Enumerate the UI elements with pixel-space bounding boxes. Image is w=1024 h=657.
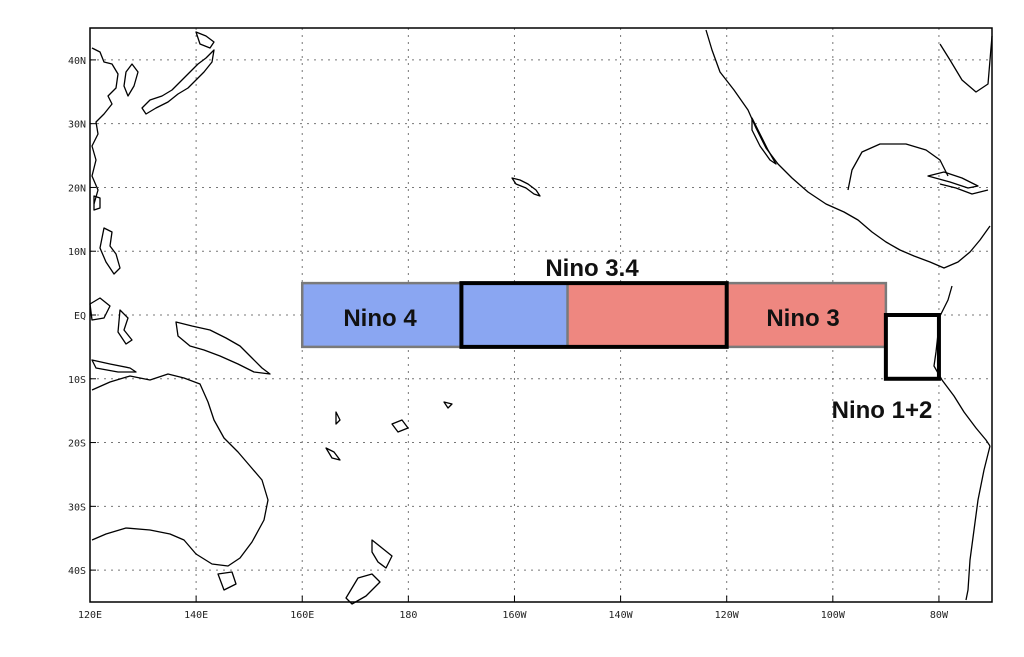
- lon-tick-label: 140E: [184, 610, 208, 621]
- lat-tick-label: 40N: [68, 56, 86, 67]
- sulawesi-coast: [117, 309, 133, 345]
- lon-tick-label: 160W: [502, 610, 527, 621]
- hawaii-coast: [511, 177, 541, 197]
- samoa-coast: [443, 401, 453, 409]
- lon-tick-label: 120E: [78, 610, 102, 621]
- lon-tick-label: 160E: [290, 610, 314, 621]
- lat-tick-label: 20S: [68, 439, 86, 450]
- lon-tick-label: 120W: [715, 610, 740, 621]
- borneo-coast: [89, 297, 111, 321]
- philippines-coast: [99, 227, 121, 275]
- lat-tick-label: EQ: [74, 311, 86, 322]
- lat-tick-label: 40S: [68, 566, 86, 577]
- latitude-tick-labels: 40N 30N 20N 10N EQ 10S 20S 30S 40S: [68, 56, 86, 577]
- us-east-coast: [939, 35, 993, 93]
- nz-south-island-coast: [345, 573, 381, 605]
- new-caledonia-coast: [325, 447, 341, 461]
- nino4-label: Nino 4: [343, 305, 417, 332]
- nino12-label: Nino 1+2: [832, 397, 933, 424]
- nino3-label: Nino 3: [766, 305, 839, 332]
- tasmania-coast: [217, 571, 237, 591]
- map-frame: [89, 27, 993, 603]
- lon-tick-label: 180: [399, 610, 417, 621]
- coastlines: [89, 29, 993, 605]
- lon-tick-label: 100W: [821, 610, 846, 621]
- sakhalin-coast: [195, 31, 215, 49]
- lat-tick-label: 30N: [68, 120, 86, 131]
- nino34-label: Nino 3.4: [545, 255, 639, 282]
- lon-tick-label: 140W: [609, 610, 634, 621]
- fiji-coast: [391, 419, 409, 433]
- baja-coast: [751, 117, 777, 165]
- java-coast: [91, 359, 137, 373]
- lat-tick-label: 10S: [68, 375, 86, 386]
- longitude-tick-labels: 120E 140E 160E 180 160W 140W 120W 100W 80W: [78, 610, 949, 621]
- lon-tick-label: 80W: [930, 610, 949, 621]
- vanuatu-coast: [335, 411, 341, 425]
- korea-coast: [123, 63, 139, 97]
- new-guinea-coast: [175, 321, 271, 375]
- nino34-region-box: [459, 281, 729, 349]
- taiwan-coast: [93, 195, 101, 211]
- lat-tick-label: 30S: [68, 502, 86, 513]
- nz-north-island-coast: [371, 539, 393, 569]
- south-america-coast: [933, 285, 991, 447]
- north-america-coast: [705, 29, 991, 269]
- lat-tick-label: 10N: [68, 247, 86, 258]
- nino4-region: [302, 283, 568, 347]
- japan-coast: [141, 49, 215, 115]
- lat-tick-label: 20N: [68, 183, 86, 194]
- east-asia-coast: [91, 47, 119, 205]
- nino12-region-box: [883, 313, 941, 381]
- australia-coast: [91, 373, 269, 567]
- gulf-of-mexico-coast: [847, 143, 949, 191]
- region-outlines: [300, 281, 941, 381]
- caribbean-coast: [939, 183, 989, 195]
- chile-coast: [965, 445, 991, 601]
- cuba-coast: [927, 171, 979, 189]
